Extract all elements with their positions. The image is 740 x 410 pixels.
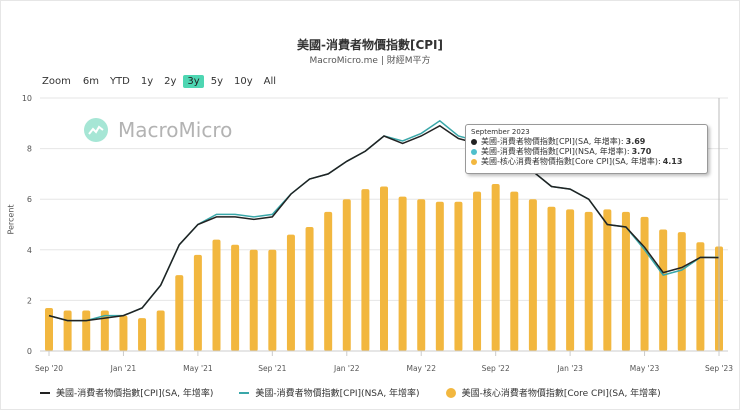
core-cpi-bar[interactable] — [473, 191, 482, 351]
x-tick-label: May '21 — [183, 364, 213, 373]
core-cpi-bar[interactable] — [454, 201, 463, 351]
zoom-label: Zoom — [42, 76, 71, 87]
core-cpi-bar[interactable] — [361, 189, 370, 351]
series-dot-icon — [471, 149, 477, 155]
legend-label: 美國-消費者物價指數[CPI](NSA, 年增率) — [255, 389, 420, 399]
core-cpi-bar[interactable] — [510, 191, 519, 351]
x-tick-label: Jan '22 — [333, 364, 360, 373]
line-swatch-icon — [239, 391, 250, 394]
legend-label: 美國-核心消費者物價指數[Core CPI](SA, 年增率) — [461, 389, 661, 399]
core-cpi-bar[interactable] — [305, 227, 314, 351]
dot-swatch-icon — [445, 387, 456, 398]
watermark: MacroMicro — [84, 118, 232, 142]
legend: 美國-消費者物價指數[CPI](SA, 年增率) 美國-消費者物價指數[CPI]… — [40, 386, 687, 399]
line-swatch-icon — [40, 391, 50, 394]
range-1y-button[interactable]: 1y — [140, 76, 154, 87]
watermark-text: MacroMicro — [118, 118, 233, 142]
range-ytd-button[interactable]: YTD — [109, 76, 130, 87]
tooltip-value: 3.70 — [631, 147, 652, 156]
core-cpi-bar[interactable] — [175, 275, 184, 351]
range-2y-button[interactable]: 2y — [164, 76, 177, 87]
range-3y-button[interactable]: 3y — [183, 75, 204, 88]
macromicro-logo-icon — [84, 118, 108, 142]
chart-title: 美國-消費者物價指數[CPI] — [296, 38, 444, 52]
y-tick-label: 10 — [22, 94, 32, 103]
tooltip-row: 美國-消費者物價指數[CPI](NSA, 年增率): 3.70 — [471, 147, 702, 157]
core-cpi-bar[interactable] — [156, 310, 165, 351]
y-tick-label: 8 — [27, 145, 32, 154]
y-tick-label: 2 — [27, 296, 32, 305]
range-5y-button[interactable]: 5y — [210, 76, 223, 87]
x-tick-label: May '23 — [630, 364, 660, 373]
cpi-sa-line[interactable] — [48, 124, 720, 322]
core-cpi-bar[interactable] — [231, 244, 240, 351]
tooltip-value: 3.69 — [625, 137, 646, 146]
x-tick-label: Jan '21 — [110, 364, 137, 373]
range-10y-button[interactable]: 10y — [233, 76, 253, 87]
series-dot-icon — [471, 159, 477, 165]
legend-item-cpi-nsa[interactable]: 美國-消費者物價指數[CPI](NSA, 年增率) — [239, 386, 420, 399]
core-cpi-bar[interactable] — [268, 249, 277, 351]
core-cpi-bar[interactable] — [435, 201, 444, 351]
core-cpi-bar[interactable] — [547, 206, 556, 351]
x-tick-label: Sep '22 — [482, 364, 510, 373]
core-cpi-bar[interactable] — [566, 209, 575, 351]
core-cpi-bar[interactable] — [677, 232, 686, 351]
core-cpi-bar[interactable] — [491, 184, 500, 351]
tooltip-label: 美國-消費者物價指數[CPI](SA, 年增率): — [481, 137, 624, 146]
core-cpi-bar[interactable] — [45, 307, 53, 351]
tooltip-row: 美國-消費者物價指數[CPI](SA, 年增率): 3.69 — [471, 137, 702, 147]
core-cpi-bar[interactable] — [584, 211, 593, 351]
x-tick-label: Sep '20 — [35, 364, 63, 373]
legend-item-core-cpi[interactable]: 美國-核心消費者物價指數[Core CPI](SA, 年增率) — [445, 386, 661, 399]
core-cpi-bar[interactable] — [286, 234, 295, 351]
core-cpi-bar[interactable] — [640, 216, 649, 351]
core-cpi-bar[interactable] — [119, 315, 128, 351]
core-cpi-bar[interactable] — [138, 318, 147, 351]
core-cpi-bar[interactable] — [63, 310, 72, 351]
series-dot-icon — [471, 139, 477, 145]
y-tick-label: 0 — [27, 347, 32, 356]
tooltip-label: 美國-消費者物價指數[CPI](NSA, 年增率): — [481, 147, 630, 156]
x-tick-label: Sep '23 — [705, 364, 733, 373]
core-cpi-bar[interactable] — [398, 196, 407, 351]
tooltip-label: 美國-核心消費者物價指數[Core CPI](SA, 年增率): — [481, 157, 661, 166]
core-cpi-bar[interactable] — [659, 229, 668, 351]
core-cpi-bar[interactable] — [82, 310, 91, 351]
core-cpi-bar[interactable] — [324, 211, 333, 351]
range-all-button[interactable]: All — [263, 76, 277, 87]
core-cpi-bar[interactable] — [380, 186, 388, 351]
core-cpi-bar[interactable] — [528, 199, 537, 351]
tooltip: September 2023 美國-消費者物價指數[CPI](SA, 年增率):… — [465, 124, 708, 174]
chart-subtitle: MacroMicro.me | 財經M平方 — [309, 56, 431, 66]
core-cpi-bar[interactable] — [417, 199, 426, 351]
core-cpi-bar[interactable] — [342, 199, 351, 351]
range-6m-button[interactable]: 6m — [82, 76, 99, 87]
tooltip-row: 美國-核心消費者物價指數[Core CPI](SA, 年增率): 4.13 — [471, 157, 702, 167]
y-tick-label: 4 — [27, 246, 32, 255]
core-cpi-bar[interactable] — [100, 310, 109, 351]
tooltip-title: September 2023 — [471, 128, 530, 136]
core-cpi-bar[interactable] — [603, 209, 612, 351]
core-cpi-bar[interactable] — [212, 239, 221, 351]
x-tick-label: Jan '23 — [556, 364, 583, 373]
core-cpi-bar[interactable] — [621, 211, 630, 351]
x-tick-label: May '22 — [406, 364, 436, 373]
core-cpi-bar[interactable] — [193, 254, 202, 351]
x-tick-label: Sep '21 — [258, 364, 286, 373]
tooltip-value: 4.13 — [662, 157, 683, 166]
legend-label: 美國-消費者物價指數[CPI](SA, 年增率) — [56, 389, 214, 399]
core-cpi-bar[interactable] — [249, 249, 258, 351]
y-tick-label: 6 — [27, 195, 32, 204]
core-cpi-bar[interactable] — [696, 242, 705, 351]
y-axis-label: Percent — [6, 204, 16, 235]
range-selector: Zoom 6m YTD 1y 2y 3y 5y 10y All — [42, 75, 283, 88]
legend-item-cpi-sa[interactable]: 美國-消費者物價指數[CPI](SA, 年增率) — [40, 386, 213, 399]
